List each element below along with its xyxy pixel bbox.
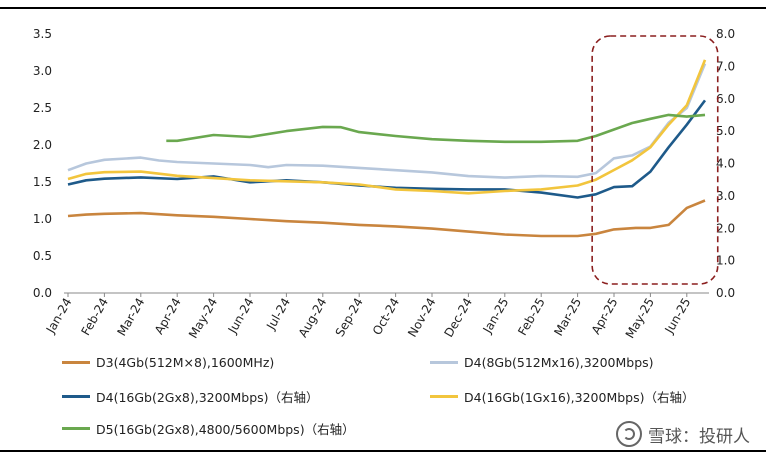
series-line-1: [67, 63, 707, 179]
x-tick-label: Sep-24: [333, 296, 366, 340]
x-axis: Jan-24 Feb-24 Mar-24 Apr-24 May-24 Jun-24 Jul-…: [43, 293, 693, 341]
top-rule: [0, 7, 766, 9]
x-tick-label: Mar-25: [551, 296, 584, 339]
legend-swatch: [62, 360, 90, 364]
legend-label: D4(8Gb(512Mx16),3200Mbps): [464, 354, 654, 370]
x-tick-label: May-25: [623, 296, 657, 341]
left-tick-label: 1.0: [33, 212, 52, 226]
x-tick-label: Oct-24: [370, 296, 402, 338]
x-tick-label: Jun-24: [225, 296, 257, 337]
left-tick-label: 0.5: [33, 249, 52, 263]
legend-swatch: [62, 426, 90, 430]
right-tick-label: 8.0: [716, 27, 735, 41]
x-tick-label: Apr-25: [589, 296, 621, 337]
left-tick-label: 2.0: [33, 138, 52, 152]
legend-swatch: [430, 360, 458, 364]
left-tick-label: 2.5: [33, 101, 52, 115]
legend-label: D5(16Gb(2Gx8),4800/5600Mbps)（右轴）: [96, 421, 355, 437]
x-tick-label: Nov-24: [405, 296, 438, 340]
x-tick-label: May-24: [186, 296, 220, 341]
left-tick-label: 0.0: [33, 286, 52, 300]
legend-label: D3(4Gb(512M×8),1600MHz): [96, 354, 275, 370]
x-tick-label: Jan-24: [43, 296, 75, 337]
series-line-0: [67, 199, 706, 238]
legend-item-3: D4(16Gb(1Gx16),3200Mbps)（右轴）: [430, 386, 695, 406]
legend-label: D4(16Gb(1Gx16),3200Mbps)（右轴）: [464, 389, 695, 405]
series-line-4: [166, 113, 706, 144]
legend-item-1: D4(8Gb(512Mx16),3200Mbps): [430, 352, 654, 372]
legend-label: D4(16Gb(2Gx8),3200Mbps)（右轴）: [96, 389, 319, 405]
left-tick-label: 3.0: [33, 64, 52, 78]
series-layer: [67, 59, 707, 238]
left-axis: 0.0 0.5 1.0 1.5 2.0 2.5 3.0 3.5: [33, 27, 52, 300]
right-tick-label: 5.0: [716, 124, 735, 138]
x-tick-label: Mar-24: [115, 296, 148, 339]
right-tick-label: 2.0: [716, 221, 735, 235]
left-tick-label: 3.5: [33, 27, 52, 41]
x-tick-label: Apr-24: [152, 296, 184, 337]
legend: D3(4Gb(512M×8),1600MHz) D4(8Gb(512Mx16),…: [0, 350, 766, 445]
legend-swatch: [430, 394, 458, 398]
x-tick-label: Jun-25: [662, 296, 694, 337]
watermark-text: 雪球：投研人: [648, 426, 750, 447]
snowball-icon: [616, 421, 642, 447]
x-tick-label: Feb-25: [515, 296, 548, 338]
right-tick-label: 6.0: [716, 92, 735, 106]
line-chart: 0.0 0.5 1.0 1.5 2.0 2.5 3.0 3.5 0.0 1.0 2.0 3.0 4.0…: [33, 27, 735, 341]
x-tick-label: Jul-24: [263, 296, 293, 333]
highlight-box: [591, 35, 719, 285]
right-axis: 0.0 1.0 2.0 3.0 4.0 5.0 6.0 7.0 8.0: [716, 27, 735, 300]
legend-swatch: [62, 394, 90, 398]
right-tick-label: 0.0: [716, 286, 735, 300]
watermark: 雪球：投研人: [616, 421, 750, 447]
bottom-rule: [0, 450, 766, 452]
legend-item-2: D4(16Gb(2Gx8),3200Mbps)（右轴）: [62, 386, 319, 406]
series-line-2: [67, 99, 707, 199]
legend-item-4: D5(16Gb(2Gx8),4800/5600Mbps)（右轴）: [62, 418, 355, 438]
series-line-3: [67, 59, 707, 195]
right-tick-label: 4.0: [716, 157, 735, 171]
legend-item-0: D3(4Gb(512M×8),1600MHz): [62, 352, 274, 372]
right-tick-label: 1.0: [716, 254, 735, 268]
x-tick-label: Jan-25: [480, 296, 512, 337]
right-tick-label: 7.0: [716, 59, 735, 73]
left-tick-label: 1.5: [33, 175, 52, 189]
x-tick-label: Dec-24: [441, 296, 475, 340]
right-tick-label: 3.0: [716, 189, 735, 203]
x-tick-label: Aug-24: [296, 296, 330, 340]
x-tick-label: Feb-24: [78, 296, 111, 338]
